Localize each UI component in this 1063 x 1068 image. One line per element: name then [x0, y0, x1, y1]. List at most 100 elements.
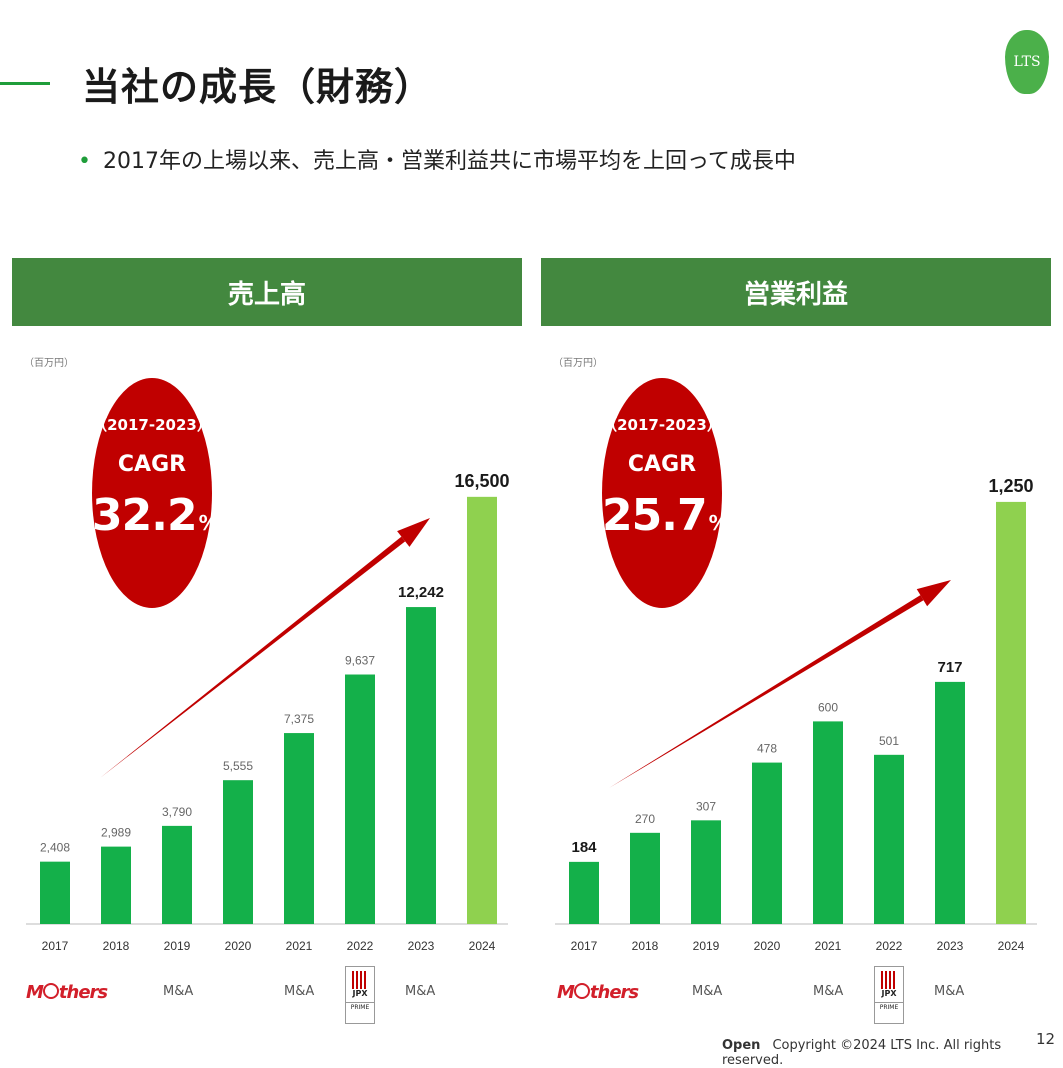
jpx-label: JPX — [352, 989, 368, 998]
trend-arrow-head-icon — [916, 580, 951, 607]
bar-2023 — [935, 681, 965, 924]
milestone-ma-2019: M&A — [692, 984, 723, 999]
bar-2020 — [752, 762, 782, 924]
bar-2019 — [691, 820, 721, 924]
jpx-bars-icon — [352, 971, 368, 989]
operating-profit-panel: 営業利益 （百万円） 184 2017 270 2018 307 2019 478 2020 6… — [541, 258, 1051, 1024]
bullet-text: 2017年の上場以来、売上高・営業利益共に市場平均を上回って成長中 — [102, 149, 796, 174]
bullet-dot-icon: • — [78, 149, 91, 174]
data-label-2017: 2,408 — [40, 841, 70, 855]
cagr-value: 32.2% — [92, 490, 219, 541]
cagr-percent: % — [198, 511, 219, 535]
prime-label: PRIME — [346, 1002, 374, 1012]
data-label-2019: 3,790 — [162, 805, 192, 819]
bar-2021 — [813, 721, 843, 924]
x-tick-label: 2024 — [469, 939, 496, 953]
milestone-ma-2021: M&A — [813, 984, 844, 999]
data-label-2021: 600 — [818, 700, 838, 714]
data-label-2023: 717 — [937, 659, 962, 676]
cagr-number: 25.7 — [602, 490, 708, 541]
data-label-2024: 1,250 — [988, 476, 1033, 496]
footer-open-label: Open — [722, 1038, 761, 1053]
operating-profit-cagr-badge: （2017-2023） CAGR 25.7% — [602, 378, 729, 608]
data-label-2021: 7,375 — [284, 712, 314, 726]
data-label-2019: 307 — [696, 799, 716, 813]
prime-label: PRIME — [875, 1002, 903, 1012]
data-label-2018: 2,989 — [101, 826, 131, 840]
x-tick-label: 2017 — [42, 939, 69, 953]
milestone-ma-2019: M&A — [163, 984, 194, 999]
bar-2019 — [162, 825, 192, 924]
mothers-o-icon — [573, 983, 590, 999]
data-label-2022: 501 — [879, 734, 899, 748]
jpx-prime-logo: JPX PRIME — [874, 966, 904, 1024]
bar-2022 — [345, 674, 375, 924]
data-label-2024: 16,500 — [454, 471, 509, 491]
data-label-2018: 270 — [635, 812, 655, 826]
bar-2018 — [630, 832, 660, 924]
x-tick-label: 2021 — [815, 939, 842, 953]
x-tick-label: 2024 — [998, 939, 1025, 953]
cagr-label: CAGR — [117, 452, 187, 477]
mothers-o-icon — [42, 983, 59, 999]
title-accent-line — [0, 82, 50, 85]
cagr-label: CAGR — [627, 452, 697, 477]
bar-2024 — [467, 496, 497, 924]
milestone-ma-2021: M&A — [284, 984, 315, 999]
bar-2022 — [874, 754, 904, 924]
footer: Open Copyright ©2024 LTS Inc. All rights … — [722, 1038, 1063, 1068]
x-tick-label: 2018 — [632, 939, 659, 953]
sales-panel: 売上高 （百万円） 2,408 2017 2,989 2018 3,790 2019 5,5… — [12, 258, 522, 1024]
data-label-2022: 9,637 — [345, 654, 375, 668]
bar-2024 — [996, 501, 1026, 924]
trend-arrow-shaft — [609, 595, 924, 788]
data-label-2020: 5,555 — [223, 759, 253, 773]
trend-arrow-head-icon — [397, 518, 430, 547]
x-tick-label: 2021 — [286, 939, 313, 953]
company-logo: LTS — [1005, 30, 1049, 94]
bar-2021 — [284, 733, 314, 924]
cagr-percent: % — [708, 511, 729, 535]
sales-bar-chart: 2,408 2017 2,989 2018 3,790 2019 5,555 2020 7,37… — [26, 471, 510, 953]
sales-panel-header: 売上高 — [12, 258, 522, 326]
bar-2020 — [223, 780, 253, 924]
data-label-2023: 12,242 — [398, 584, 444, 601]
cagr-number: 32.2 — [92, 490, 198, 541]
cagr-period: （2017-2023） — [92, 416, 212, 434]
data-label-2017: 184 — [571, 839, 597, 856]
x-tick-label: 2023 — [408, 939, 435, 953]
page-title: 当社の成長（財務） — [82, 65, 434, 109]
x-tick-label: 2017 — [571, 939, 598, 953]
logo-text: LTS — [1013, 54, 1041, 70]
cagr-value: 25.7% — [602, 490, 729, 541]
bar-2023 — [406, 607, 436, 924]
trend-arrow-shaft — [100, 536, 406, 778]
bullet-point: • 2017年の上場以来、売上高・営業利益共に市場平均を上回って成長中 — [78, 143, 796, 175]
x-tick-label: 2022 — [347, 939, 374, 953]
jpx-label: JPX — [881, 989, 897, 998]
x-tick-label: 2023 — [937, 939, 964, 953]
cagr-period: （2017-2023） — [602, 416, 722, 434]
bar-2017 — [569, 861, 599, 924]
sales-unit-label: （百万円） — [24, 358, 74, 369]
x-tick-label: 2019 — [164, 939, 191, 953]
jpx-prime-logo: JPX PRIME — [345, 966, 375, 1024]
x-tick-label: 2022 — [876, 939, 903, 953]
bar-2017 — [40, 861, 70, 924]
jpx-bars-icon — [881, 971, 897, 989]
data-label-2020: 478 — [757, 742, 777, 756]
x-tick-label: 2020 — [754, 939, 781, 953]
milestone-ma-2023: M&A — [934, 984, 965, 999]
milestone-ma-2023: M&A — [405, 984, 436, 999]
operating-profit-panel-header: 営業利益 — [541, 258, 1051, 326]
x-tick-label: 2020 — [225, 939, 252, 953]
page-number: 12 — [1036, 1030, 1056, 1048]
bar-2018 — [101, 846, 131, 924]
x-tick-label: 2018 — [103, 939, 130, 953]
sales-cagr-badge: （2017-2023） CAGR 32.2% — [92, 378, 219, 608]
footer-copyright: Copyright ©2024 LTS Inc. All rights rese… — [722, 1038, 1002, 1068]
operating-profit-unit-label: （百万円） — [553, 358, 603, 369]
operating-profit-bar-chart: 184 2017 270 2018 307 2019 478 2020 600 2021 501 20… — [555, 476, 1037, 953]
